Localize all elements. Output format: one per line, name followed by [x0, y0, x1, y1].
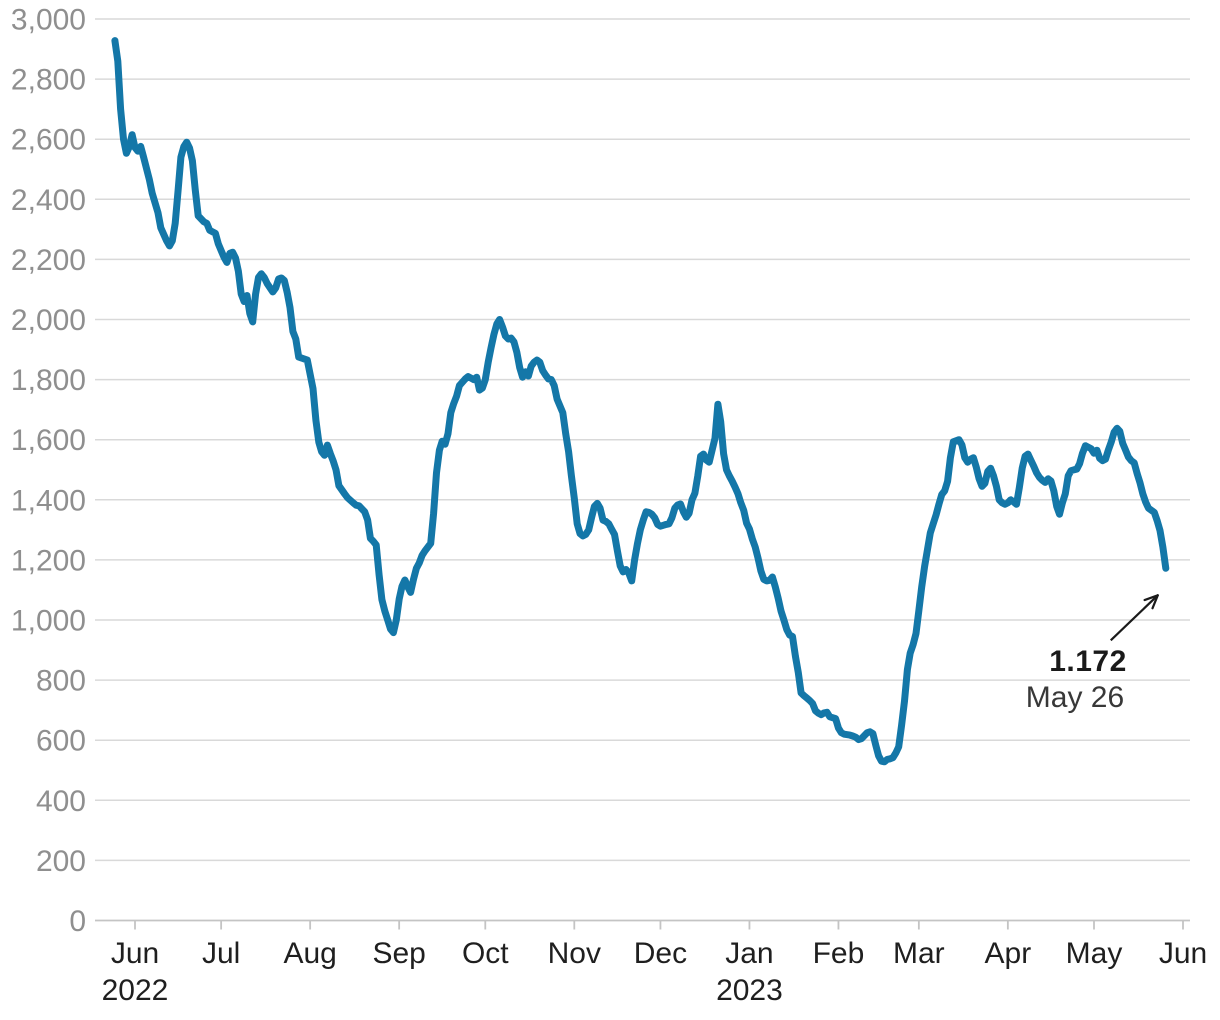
- y-tick-label: 2,400: [11, 184, 86, 217]
- x-tick-label: Jan: [725, 937, 773, 970]
- y-tick-label: 600: [36, 725, 86, 758]
- x-tick-label: May: [1066, 937, 1123, 970]
- y-tick-label: 1,200: [11, 544, 86, 577]
- y-tick-label: 0: [69, 905, 86, 938]
- annotation-arrow-shaft: [1110, 594, 1159, 642]
- x-tick-label: Aug: [283, 937, 336, 970]
- y-tick-label: 1,400: [11, 484, 86, 517]
- annotation-arrow-head: [1143, 594, 1159, 602]
- x-tick-year-label: 2023: [716, 974, 783, 1007]
- x-tick-year-label: 2022: [102, 974, 169, 1007]
- y-tick-label: 2,200: [11, 244, 86, 277]
- x-tick-label: Mar: [893, 937, 945, 970]
- y-tick-label: 3,000: [11, 4, 86, 37]
- annotation-date: May 26: [1025, 681, 1125, 714]
- x-tick-label: Sep: [372, 937, 425, 970]
- x-tick-label: Jun: [111, 937, 159, 970]
- y-tick-label: 1,600: [11, 424, 86, 457]
- x-tick-label: Jun: [1159, 937, 1207, 970]
- x-tick-label: Jul: [202, 937, 240, 970]
- y-tick-label: 2,600: [11, 124, 86, 157]
- x-tick-label: Feb: [813, 937, 865, 970]
- y-tick-label: 2,800: [11, 64, 86, 97]
- annotation-arrow-head: [1151, 594, 1159, 610]
- y-tick-label: 1,000: [11, 605, 86, 638]
- x-tick-label: Nov: [548, 937, 601, 970]
- x-tick-label: Oct: [462, 937, 509, 970]
- y-tick-label: 200: [36, 845, 86, 878]
- x-tick-label: Apr: [985, 937, 1032, 970]
- y-tick-label: 800: [36, 665, 86, 698]
- annotation-value: 1.172: [1049, 645, 1127, 678]
- x-tick-label: Dec: [634, 937, 687, 970]
- y-tick-label: 400: [36, 785, 86, 818]
- data-line-series: [111, 37, 1170, 766]
- y-tick-label: 2,000: [11, 304, 86, 337]
- y-tick-label: 1,800: [11, 364, 86, 397]
